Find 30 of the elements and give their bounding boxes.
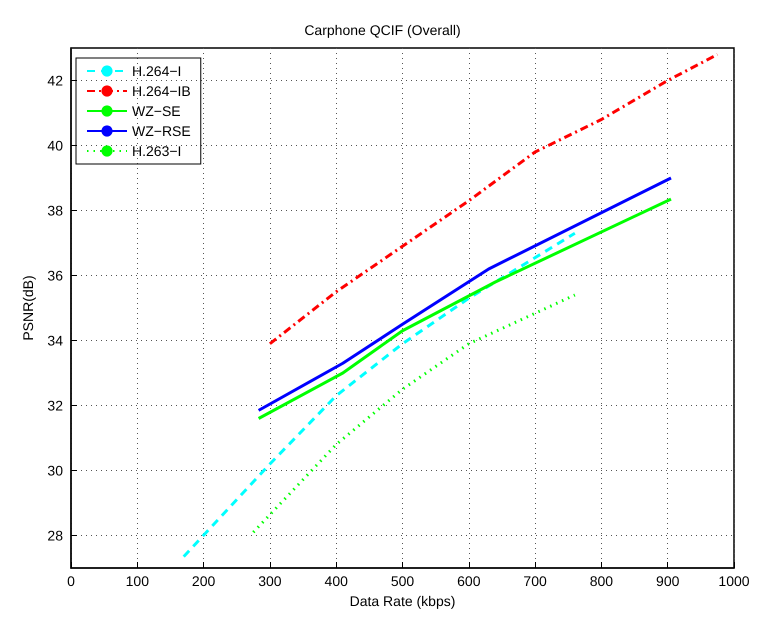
y-axis-title: PSNR(dB) (20, 275, 36, 341)
legend-label: H.264−I (132, 63, 182, 79)
x-tick-label: 700 (523, 573, 547, 589)
x-tick-label: 500 (390, 573, 414, 589)
y-tick-label: 30 (47, 462, 64, 478)
x-tick-label: 0 (67, 573, 76, 589)
x-tick-label: 900 (656, 573, 680, 589)
line-series (182, 232, 576, 558)
x-tick-label: 800 (590, 573, 614, 589)
legend-label: WZ−SE (132, 103, 181, 119)
x-tick-label: 300 (258, 573, 282, 589)
chart-title: Carphone QCIF (Overall) (304, 22, 461, 38)
x-axis-title: Data Rate (kbps) (350, 593, 456, 609)
line-series (268, 53, 719, 346)
x-tick-label: 400 (324, 573, 348, 589)
line-series (252, 294, 576, 534)
x-tick-label: 100 (126, 573, 150, 589)
y-tick-label: 38 (47, 202, 64, 218)
y-tick-label: 36 (47, 268, 64, 284)
legend-label: H.264−IB (132, 83, 191, 99)
legend-label: H.263−I (132, 143, 182, 159)
y-tick-label: 42 (47, 72, 64, 88)
x-tick-label: 200 (192, 573, 216, 589)
x-tick-label: 600 (457, 573, 481, 589)
y-tick-label: 28 (47, 528, 64, 544)
y-tick-label: 34 (47, 332, 64, 348)
y-tick-label: 32 (47, 398, 64, 414)
y-tick-label: 40 (47, 138, 64, 154)
x-tick-label: 1000 (718, 573, 750, 589)
legend-label: WZ−RSE (132, 123, 191, 139)
